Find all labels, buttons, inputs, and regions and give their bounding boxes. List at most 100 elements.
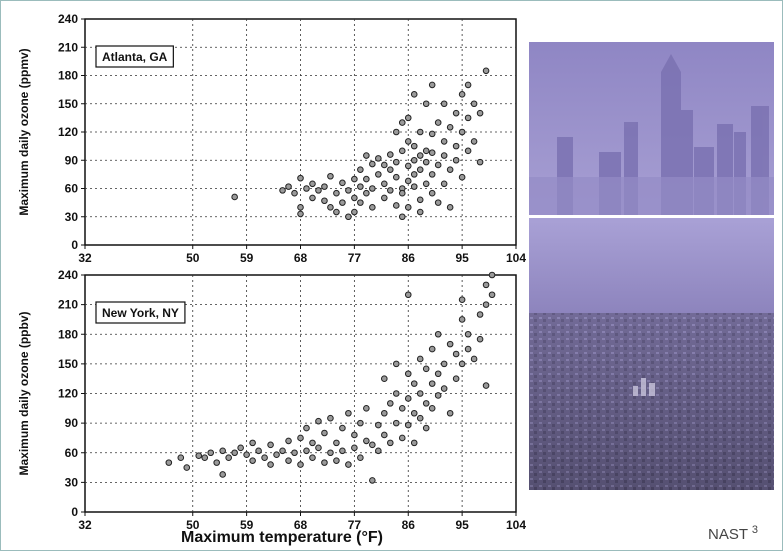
atlanta-point bbox=[369, 160, 376, 168]
new-york-x-tick-label: 95 bbox=[455, 518, 469, 532]
atlanta-point bbox=[363, 175, 370, 183]
atlanta-point bbox=[452, 109, 460, 117]
new-york-x-tick-label: 59 bbox=[240, 518, 254, 532]
atlanta-points bbox=[231, 67, 490, 221]
atlanta-point bbox=[369, 185, 376, 192]
atlanta-point bbox=[398, 189, 406, 197]
new-york-point bbox=[297, 434, 304, 442]
new-york-y-axis-label: Maximum daily ozone (ppbv) bbox=[17, 311, 31, 475]
atlanta-point bbox=[410, 183, 418, 190]
new-york-point bbox=[165, 459, 173, 466]
atlanta-point bbox=[381, 180, 388, 188]
new-york-y-tick-label: 210 bbox=[58, 298, 78, 312]
atlanta-point bbox=[476, 158, 484, 166]
new-york-point bbox=[404, 421, 412, 429]
atlanta-point bbox=[446, 166, 454, 173]
new-york-point bbox=[363, 405, 370, 412]
new-york-point bbox=[243, 451, 250, 459]
atlanta-point bbox=[351, 208, 358, 216]
new-york-point bbox=[434, 370, 442, 378]
atlanta-point bbox=[297, 204, 304, 211]
new-york-point bbox=[386, 439, 394, 447]
atlanta-point bbox=[231, 193, 238, 201]
new-york-point bbox=[303, 424, 310, 432]
new-york-point bbox=[488, 271, 496, 279]
new-york-point bbox=[416, 390, 424, 397]
new-york-x-tick-label: 32 bbox=[78, 518, 92, 532]
new-york-title-box bbox=[95, 301, 186, 324]
new-york-gridlines bbox=[81, 274, 517, 516]
atlanta-y-tick-label: 240 bbox=[58, 12, 78, 26]
new-york-point bbox=[404, 395, 412, 402]
new-york-point bbox=[452, 350, 460, 358]
new-york-point bbox=[416, 355, 424, 363]
new-york-point bbox=[261, 454, 268, 461]
atlanta-point bbox=[392, 128, 400, 136]
new-york-point bbox=[482, 382, 490, 389]
new-york-point bbox=[488, 291, 496, 299]
new-york-point bbox=[375, 421, 382, 429]
atlanta-point bbox=[297, 210, 304, 218]
new-york-point bbox=[440, 360, 448, 368]
atlanta-x-tick-label: 86 bbox=[402, 251, 416, 265]
atlanta-point bbox=[303, 185, 310, 192]
atlanta-point bbox=[416, 166, 424, 173]
atlanta-point bbox=[410, 91, 418, 98]
atlanta-point bbox=[428, 149, 436, 157]
new-york-point bbox=[392, 390, 400, 397]
new-york-point bbox=[422, 424, 430, 432]
new-york-point bbox=[434, 330, 442, 338]
atlanta-point bbox=[404, 177, 412, 185]
atlanta-point bbox=[309, 180, 316, 188]
new-york-point bbox=[416, 414, 424, 422]
new-york-y-tick-label: 90 bbox=[65, 416, 79, 430]
new-york-point bbox=[195, 452, 203, 460]
new-york-point bbox=[422, 365, 430, 373]
atlanta-y-tick-label: 180 bbox=[58, 69, 78, 83]
new-york-point bbox=[458, 316, 466, 323]
new-york-point bbox=[434, 392, 442, 399]
atlanta-x-tick-label: 32 bbox=[78, 251, 92, 265]
new-york-point bbox=[422, 400, 430, 407]
atlanta-point bbox=[416, 128, 424, 136]
atlanta-point bbox=[321, 197, 328, 205]
new-york-y-tick-label: 120 bbox=[58, 387, 78, 401]
atlanta-y-tick-labels: 0 30 60 90 120 150 180 210 240 bbox=[58, 12, 78, 252]
new-york-point bbox=[219, 447, 226, 455]
new-york-point bbox=[476, 311, 484, 318]
atlanta-point bbox=[452, 156, 460, 164]
atlanta-point bbox=[440, 100, 448, 108]
atlanta-point bbox=[428, 130, 436, 138]
atlanta-point bbox=[375, 155, 382, 162]
atlanta-point bbox=[333, 189, 340, 197]
atlanta-chart: 32 50 59 68 77 86 95 104 0 30 60 90 120 150 180 210 240… bbox=[17, 12, 526, 265]
atlanta-point bbox=[434, 119, 442, 126]
new-york-point bbox=[249, 457, 256, 464]
new-york-point bbox=[458, 296, 466, 303]
new-york-point bbox=[207, 449, 215, 457]
atlanta-point bbox=[351, 175, 358, 183]
atlanta-point bbox=[398, 119, 406, 126]
new-york-point bbox=[309, 454, 316, 461]
new-york-point bbox=[375, 447, 382, 455]
new-york-point bbox=[273, 451, 280, 459]
atlanta-point bbox=[375, 171, 382, 178]
new-york-point bbox=[357, 419, 364, 427]
atlanta-point bbox=[333, 208, 340, 216]
new-york-point bbox=[345, 409, 352, 417]
atlanta-point bbox=[345, 187, 352, 194]
atlanta-point bbox=[404, 162, 412, 170]
new-york-point bbox=[315, 444, 322, 452]
atlanta-point bbox=[482, 67, 490, 75]
atlanta-point bbox=[422, 100, 430, 108]
new-york-point bbox=[351, 444, 358, 452]
atlanta-point bbox=[321, 183, 328, 190]
new-york-point bbox=[213, 459, 220, 466]
new-york-x-tick-labels: 32 50 59 68 77 86 95 104 bbox=[78, 518, 526, 532]
atlanta-point bbox=[410, 142, 418, 150]
atlanta-point bbox=[381, 194, 388, 202]
atlanta-point bbox=[410, 156, 418, 164]
atlanta-point bbox=[339, 179, 346, 187]
atlanta-point bbox=[434, 199, 442, 206]
new-york-points bbox=[165, 271, 496, 484]
